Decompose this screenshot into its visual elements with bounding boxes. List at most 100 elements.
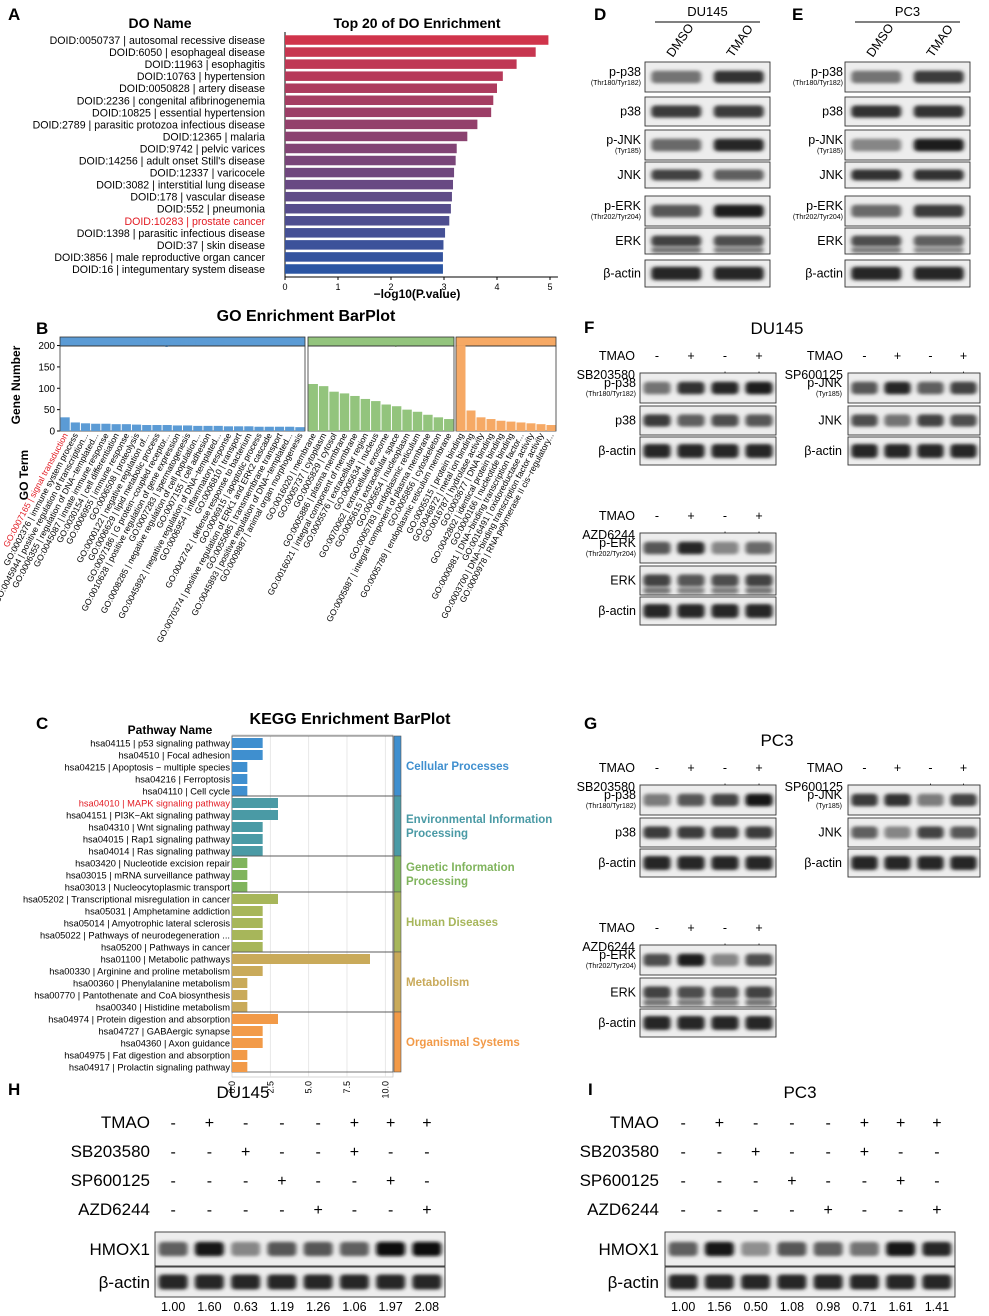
quant-value: 0.50 (743, 1300, 767, 1314)
kegg-bar (232, 774, 248, 784)
blot-band (741, 1241, 771, 1257)
condition-label: AZD6244 (78, 1200, 150, 1219)
kegg-group-strip (393, 855, 402, 893)
blot-band (851, 266, 902, 281)
kegg-ylabel: Pathway Name (128, 723, 213, 737)
condition-sign: - (388, 1144, 393, 1161)
blot-band (745, 856, 773, 870)
blot-band (849, 1241, 879, 1257)
kegg-term-label: hsa05200 | Pathways in cancer (101, 943, 230, 953)
quant-value: 0.98 (816, 1300, 840, 1314)
condition-label: TMAO (599, 349, 635, 363)
blot-label: β-actin (603, 267, 641, 281)
condition-sign: + (313, 1202, 322, 1219)
blot-band (884, 381, 911, 395)
kegg-x-tick-label: 2.5 (265, 1081, 275, 1094)
blot-sublabel: (Thr180/Tyr182) (586, 803, 636, 810)
kegg-group-name-line: Human Diseases (406, 917, 498, 929)
condition-sign: - (207, 1202, 212, 1219)
blot-band (917, 414, 944, 427)
condition-sign: - (279, 1202, 284, 1219)
condition-sign: - (680, 1173, 685, 1190)
quant-value: 0.71 (852, 1300, 876, 1314)
kegg-group-name-line: Processing (406, 876, 468, 888)
go-bar (433, 417, 444, 431)
western-blot-h: DU145 TMAO - + - - - + + + SB203580 - - + - - + - - SP60012… (71, 1083, 446, 1314)
condition-sign: + (205, 1115, 214, 1132)
go-bar (329, 391, 339, 431)
kegg-bar (232, 870, 248, 880)
blot-sublabel: (Thr202/Tyr204) (586, 963, 636, 970)
blot-band-lower (651, 247, 702, 254)
kegg-group-name-line: Environmental Information (406, 814, 552, 826)
blot-label: p-ERK (806, 199, 843, 213)
kegg-term-label: hsa05202 | Transcriptional misregulation… (23, 895, 230, 905)
quant-value: 1.06 (342, 1300, 366, 1314)
blot-band (376, 1274, 406, 1290)
blot-sublabel: (Thr180/Tyr182) (793, 80, 843, 87)
condition-sign: - (789, 1115, 794, 1132)
kegg-group-name: Genetic Information Processing (406, 862, 515, 888)
blot-band (849, 1274, 879, 1290)
blot-band (643, 793, 671, 807)
condition-sign: + (350, 1115, 359, 1132)
kegg-bar (232, 834, 263, 844)
blot-band (651, 105, 702, 118)
kegg-term-label: hsa04510 | Focal adhesion (119, 751, 230, 761)
do-category-label: DOID:37 | skin disease (157, 240, 265, 252)
condition-sign: - (862, 349, 866, 363)
condition-sign: + (896, 1115, 905, 1132)
condition-sign: - (352, 1202, 357, 1219)
kegg-term-label: hsa04014 | Ras signaling pathway (89, 847, 231, 857)
kegg-group-name: Human Diseases (406, 917, 498, 929)
go-bar (476, 417, 486, 431)
kegg-bar (232, 846, 263, 856)
go-bar (371, 401, 381, 431)
kegg-bar (232, 918, 263, 928)
do-category-label: DOID:1398 | parasitic infectious disease (77, 228, 265, 240)
blot-band (711, 414, 739, 427)
blot-band (677, 381, 705, 395)
go-bar (152, 425, 162, 431)
do-bar (285, 240, 444, 250)
go-bar (203, 425, 213, 431)
blot-band (711, 604, 739, 618)
go-group-name: Biological Process (140, 337, 225, 348)
do-ylabel: DO Name (128, 15, 191, 31)
kegg-bar (232, 954, 370, 964)
kegg-term-label: hsa04215 | Apoptosis − multiple species (65, 763, 231, 773)
condition-label: AZD6244 (587, 1200, 659, 1219)
blot-sublabel: (Thr202/Tyr204) (793, 214, 843, 221)
go-xlabel: GO Term (17, 450, 31, 500)
do-category-label: DOID:10825 | essential hypertension (92, 107, 265, 119)
blot-band (677, 986, 705, 999)
condition-sign: - (898, 1144, 903, 1161)
quant-value: 1.08 (780, 1300, 804, 1314)
condition-sign: + (860, 1115, 869, 1132)
do-bar (285, 216, 450, 226)
go-bar (466, 410, 476, 431)
condition-sign: + (932, 1115, 941, 1132)
blot-label: p-JNK (807, 788, 842, 802)
condition-sign: + (422, 1115, 431, 1132)
blot-label: p-ERK (599, 536, 636, 550)
blot-sublabel: (Thr180/Tyr182) (591, 80, 641, 87)
blot-band (745, 1016, 773, 1030)
blot-band (741, 1274, 771, 1290)
condition-sign: + (960, 761, 967, 775)
blot-band (851, 169, 902, 181)
go-bar (546, 425, 556, 431)
blot-label: ERK (615, 234, 641, 248)
kegg-x-tick-label: 10.0 (380, 1081, 390, 1099)
do-bar (285, 119, 478, 130)
quant-value: 1.60 (197, 1300, 221, 1314)
do-x-tick-label: 2 (388, 282, 393, 292)
condition-label: SP600125 (71, 1171, 150, 1190)
condition-sign: - (279, 1144, 284, 1161)
go-bar (526, 423, 536, 431)
condition-sign: - (680, 1202, 685, 1219)
blot-band (851, 414, 878, 427)
condition-sign: - (655, 509, 659, 523)
go-bar (456, 345, 466, 431)
blot-band-lower (711, 999, 739, 1006)
